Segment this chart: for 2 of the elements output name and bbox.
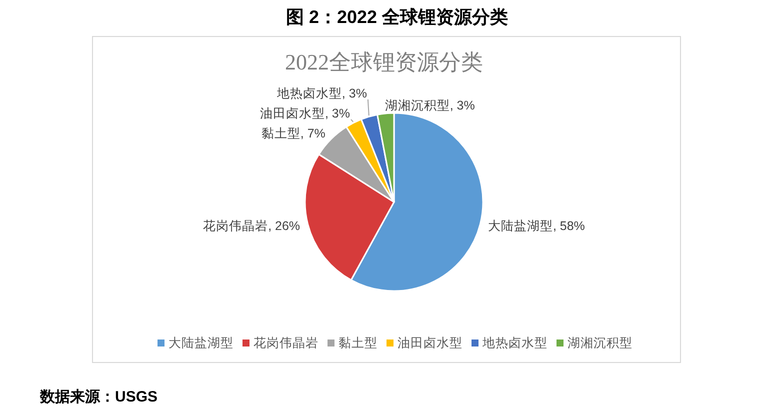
subtitle: 2022全球锂资源分类 [285, 50, 483, 74]
title: 图 2：2022 全球锂资源分类 [286, 7, 508, 27]
